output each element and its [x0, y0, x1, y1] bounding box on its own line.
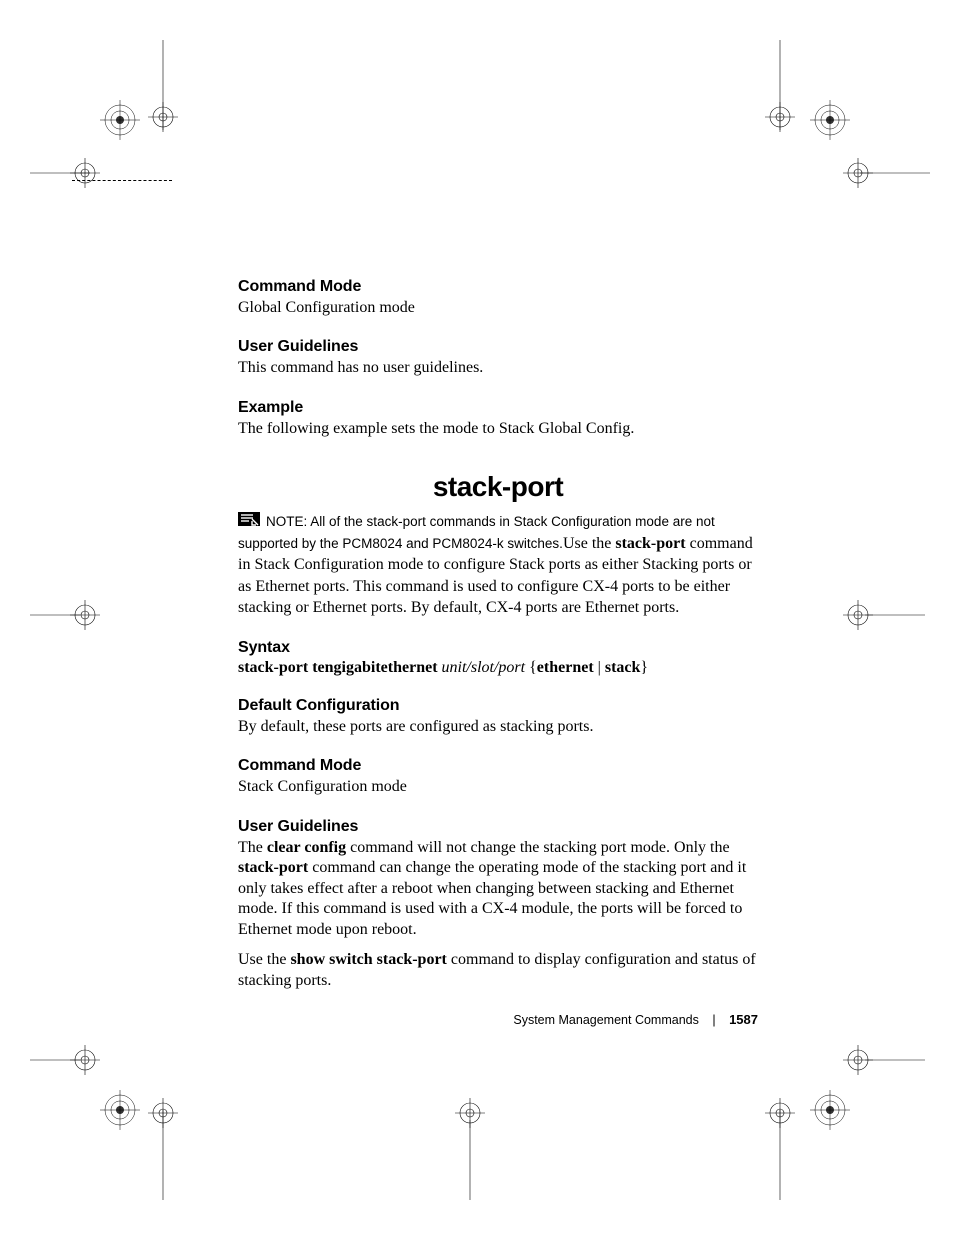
- registration-mark-icon: [843, 158, 873, 188]
- registration-mark-icon: [843, 600, 873, 630]
- syntax-brace-close: }: [640, 659, 648, 676]
- text-user-guidelines-2-p1: The clear config command will not change…: [238, 838, 758, 940]
- heading-command-mode-1: Command Mode: [238, 278, 758, 296]
- syntax-opt-1: ethernet: [537, 659, 594, 676]
- crop-line: [865, 1059, 925, 1061]
- text-user-guidelines-1: This command has no user guidelines.: [238, 358, 758, 378]
- registration-mark-icon: [765, 102, 795, 132]
- footer-page-number: 1587: [729, 1012, 758, 1027]
- heading-user-guidelines-1: User Guidelines: [238, 338, 758, 356]
- registration-mark-icon: [810, 100, 850, 140]
- heading-user-guidelines-2: User Guidelines: [238, 818, 758, 836]
- heading-syntax: Syntax: [238, 639, 758, 657]
- ug2-p1-mid: command will not change the stacking por…: [346, 839, 729, 856]
- text-user-guidelines-2-p2: Use the show switch stack-port command t…: [238, 950, 758, 991]
- note-after-bold: stack-port: [615, 535, 685, 552]
- registration-mark-icon: [148, 102, 178, 132]
- registration-mark-icon: [843, 1045, 873, 1075]
- crop-line: [162, 40, 164, 130]
- syntax-arg: unit/slot/port: [442, 659, 526, 676]
- crop-line: [469, 1120, 471, 1200]
- note-after-prefix: Use the: [563, 535, 615, 552]
- registration-mark-icon: [100, 1090, 140, 1130]
- ug2-p2-bold: show switch stack-port: [290, 951, 446, 968]
- crop-line: [162, 1110, 164, 1200]
- footer-section: System Management Commands: [513, 1013, 699, 1027]
- syntax-cmd-1: stack-port tengigabitethernet: [238, 659, 438, 676]
- heading-example: Example: [238, 399, 758, 417]
- ug2-p2-pre: Use the: [238, 951, 290, 968]
- crop-line: [30, 614, 80, 616]
- syntax-line: stack-port tengigabitethernet unit/slot/…: [238, 659, 758, 677]
- syntax-sep: |: [594, 659, 605, 676]
- registration-mark-icon: [810, 1090, 850, 1130]
- syntax-opt-2: stack: [605, 659, 641, 676]
- ug2-p1-pre: The: [238, 839, 267, 856]
- note-icon: [238, 512, 260, 531]
- page-content: Command Mode Global Configuration mode U…: [238, 258, 758, 1001]
- registration-mark-icon: [70, 600, 100, 630]
- crop-line: [779, 40, 781, 130]
- note-block: NOTE: All of the stack-port commands in …: [238, 513, 758, 619]
- crop-line: [865, 614, 925, 616]
- ug2-p1-rest: command can change the operating mode of…: [238, 859, 746, 937]
- ug2-p1-bold1: clear config: [267, 839, 346, 856]
- syntax-brace-open: {: [529, 659, 537, 676]
- heading-default-config: Default Configuration: [238, 697, 758, 715]
- registration-mark-icon: [100, 100, 140, 140]
- crop-line: [30, 1059, 80, 1061]
- page-footer: System Management Commands | 1587: [238, 1012, 758, 1027]
- crop-line: [860, 172, 930, 174]
- crop-line: [779, 1110, 781, 1200]
- text-default-config: By default, these ports are configured a…: [238, 717, 758, 737]
- crop-box-tl: [72, 70, 172, 181]
- note-label: NOTE:: [266, 515, 307, 530]
- registration-mark-icon: [455, 1098, 485, 1128]
- registration-mark-icon: [70, 1045, 100, 1075]
- ug2-p1-bold2: stack-port: [238, 859, 308, 876]
- text-example: The following example sets the mode to S…: [238, 419, 758, 439]
- footer-separator: |: [712, 1013, 715, 1027]
- heading-command-mode-2: Command Mode: [238, 757, 758, 775]
- command-title: stack-port: [238, 471, 758, 503]
- registration-mark-icon: [765, 1098, 795, 1128]
- crop-line: [30, 172, 90, 174]
- registration-mark-icon: [70, 158, 100, 188]
- text-command-mode-1: Global Configuration mode: [238, 298, 758, 318]
- text-command-mode-2: Stack Configuration mode: [238, 777, 758, 797]
- registration-mark-icon: [148, 1098, 178, 1128]
